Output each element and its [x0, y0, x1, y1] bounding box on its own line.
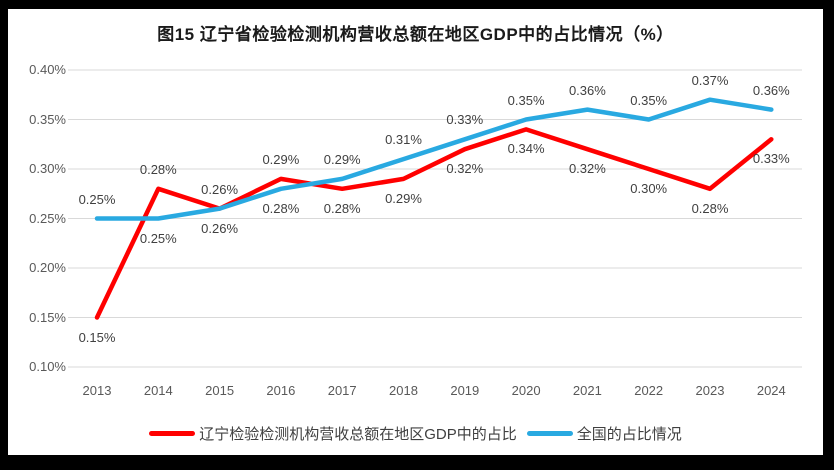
data-label-liaoning: 0.28%	[139, 161, 177, 177]
x-axis-label: 2015	[205, 383, 235, 398]
data-label-national: 0.25%	[78, 191, 116, 207]
x-axis-label: 2021	[572, 383, 602, 398]
plot-area	[8, 9, 823, 455]
series-line-national	[94, 97, 774, 221]
data-label-liaoning: 0.26%	[201, 181, 239, 197]
y-axis-label: 0.30%	[29, 161, 66, 176]
x-axis-label: 2019	[450, 383, 480, 398]
data-label-liaoning: 0.32%	[568, 161, 606, 177]
legend-label-national: 全国的占比情况	[576, 426, 682, 443]
x-axis-label: 2020	[511, 383, 541, 398]
x-axis-label: 2023	[695, 383, 725, 398]
data-label-national: 0.31%	[385, 132, 422, 148]
chart-title: 图15 辽宁省检验检测机构营收总额在地区GDP中的占比情况（%）	[157, 25, 674, 44]
data-label-national: 0.36%	[568, 82, 606, 98]
x-axis-label: 2017	[327, 383, 357, 398]
data-label-national: 0.29%	[323, 151, 361, 167]
data-label-liaoning: 0.29%	[262, 151, 300, 167]
data-label-national: 0.26%	[201, 220, 239, 236]
legend-label-liaoning: 辽宁检验检测机构营收总额在地区GDP中的占比	[199, 426, 517, 443]
data-label-national: 0.35%	[507, 92, 545, 108]
legend-swatch-liaoning-icon	[149, 431, 196, 436]
data-label-liaoning: 0.28%	[323, 200, 361, 216]
x-axis-label: 2022	[634, 383, 664, 398]
data-label-liaoning: 0.29%	[385, 190, 422, 206]
data-label-national: 0.35%	[630, 92, 668, 108]
data-label-liaoning: 0.32%	[446, 161, 484, 177]
data-label-national: 0.25%	[139, 230, 177, 246]
data-label-national: 0.36%	[752, 82, 790, 98]
y-axis-label: 0.25%	[29, 210, 66, 226]
data-label-liaoning: 0.33%	[752, 151, 790, 167]
x-axis-label: 2013	[82, 383, 112, 398]
x-axis-label: 2024	[756, 383, 786, 398]
y-axis-label: 0.10%	[29, 359, 66, 374]
y-axis-label: 0.35%	[29, 111, 66, 127]
legend-swatch-national-icon	[526, 431, 573, 436]
x-axis-label: 2016	[266, 383, 296, 398]
chart-panel: 图15 辽宁省检验检测机构营收总额在地区GDP中的占比情况（%） 0.40% 0.…	[8, 9, 823, 455]
x-axis-label: 2018	[389, 383, 418, 398]
data-label-liaoning: 0.34%	[507, 141, 545, 157]
x-axis-label: 2014	[143, 383, 173, 398]
data-label-liaoning: 0.30%	[630, 181, 668, 196]
data-label-national: 0.28%	[262, 200, 300, 216]
data-label-liaoning: 0.15%	[78, 329, 116, 345]
chart-canvas	[68, 69, 802, 368]
y-axis-label: 0.40%	[29, 62, 66, 77]
y-axis-label: 0.20%	[29, 260, 66, 275]
series-line-liaoning	[94, 127, 774, 320]
legend: 辽宁检验检测机构营收总额在地区GDP中的占比 全国的占比情况	[8, 423, 823, 444]
y-axis-label: 0.15%	[29, 309, 66, 325]
data-label-national: 0.33%	[446, 112, 484, 128]
data-label-liaoning: 0.28%	[691, 200, 729, 216]
data-label-national: 0.37%	[691, 72, 729, 88]
